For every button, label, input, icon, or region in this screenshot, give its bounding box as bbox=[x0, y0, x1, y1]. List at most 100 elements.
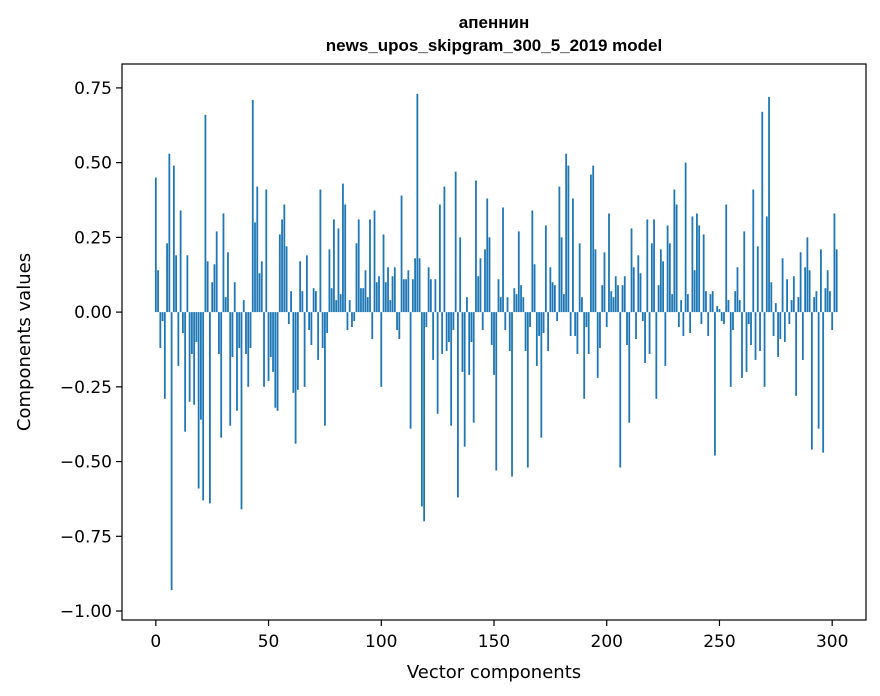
bar-248 bbox=[714, 312, 716, 456]
bar-23 bbox=[206, 261, 209, 313]
bar-100 bbox=[380, 312, 383, 387]
bar-274 bbox=[772, 312, 775, 337]
bar-13 bbox=[184, 312, 187, 432]
bar-198 bbox=[601, 285, 604, 313]
bar-288 bbox=[804, 267, 807, 313]
bar-153 bbox=[499, 297, 502, 313]
bar-119 bbox=[423, 312, 426, 522]
bar-258 bbox=[736, 267, 739, 313]
bar-93 bbox=[364, 270, 367, 313]
bar-58 bbox=[285, 246, 288, 313]
bar-48 bbox=[263, 312, 265, 387]
bar-36 bbox=[236, 312, 238, 411]
bar-214 bbox=[637, 255, 640, 313]
bar-157 bbox=[508, 312, 511, 351]
bar-161 bbox=[517, 231, 520, 313]
bar-113 bbox=[409, 312, 412, 429]
bar-280 bbox=[786, 279, 788, 313]
bar-197 bbox=[599, 312, 601, 348]
bar-273 bbox=[770, 282, 773, 313]
bar-277 bbox=[779, 312, 782, 340]
bar-260 bbox=[741, 312, 743, 378]
bar-87 bbox=[351, 312, 353, 328]
bar-228 bbox=[668, 243, 671, 313]
bar-245 bbox=[707, 312, 710, 337]
bar-140 bbox=[470, 312, 473, 342]
bar-21 bbox=[202, 312, 205, 501]
bar-137 bbox=[463, 312, 466, 447]
bar-239 bbox=[693, 270, 696, 313]
bar-285 bbox=[797, 297, 800, 313]
bar-159 bbox=[513, 288, 516, 313]
bar-264 bbox=[750, 312, 752, 345]
bar-187 bbox=[576, 312, 579, 354]
bar-270 bbox=[763, 312, 766, 387]
bar-230 bbox=[673, 189, 676, 313]
bar-233 bbox=[680, 300, 683, 313]
y-tick-label: −1.00 bbox=[60, 602, 112, 622]
bar-145 bbox=[481, 312, 484, 331]
bar-204 bbox=[614, 276, 617, 313]
bar-236 bbox=[686, 294, 689, 313]
bar-271 bbox=[765, 216, 768, 313]
y-tick-label: −0.25 bbox=[60, 378, 112, 398]
bar-162 bbox=[520, 285, 522, 313]
bar-120 bbox=[425, 312, 428, 328]
bar-265 bbox=[752, 189, 755, 313]
bar-299 bbox=[829, 291, 831, 313]
bar-47 bbox=[260, 261, 263, 313]
bar-108 bbox=[398, 312, 401, 340]
bar-203 bbox=[612, 297, 615, 313]
bar-8 bbox=[172, 165, 175, 313]
bar-66 bbox=[303, 312, 306, 387]
bar-74 bbox=[321, 312, 324, 348]
bar-76 bbox=[326, 312, 329, 334]
bar-65 bbox=[301, 291, 304, 313]
bar-122 bbox=[429, 279, 432, 313]
bar-1 bbox=[157, 270, 159, 313]
bar-300 bbox=[831, 312, 834, 331]
bar-146 bbox=[484, 249, 486, 313]
x-axis-ticks: 0 50 100 150 200 250 300 bbox=[150, 620, 848, 652]
bar-95 bbox=[369, 219, 371, 313]
bar-290 bbox=[808, 270, 811, 313]
x-tick-label: 50 bbox=[258, 632, 280, 652]
x-axis-label: Vector components bbox=[407, 662, 581, 683]
bar-88 bbox=[353, 312, 356, 322]
bar-40 bbox=[245, 312, 247, 354]
bar-257 bbox=[734, 291, 737, 313]
bar-186 bbox=[574, 312, 577, 337]
bar-212 bbox=[632, 267, 635, 313]
bar-238 bbox=[691, 216, 694, 313]
bar-174 bbox=[547, 312, 550, 351]
bar-184 bbox=[569, 312, 572, 337]
bar-220 bbox=[650, 243, 653, 313]
bar-232 bbox=[677, 312, 680, 328]
bar-219 bbox=[648, 312, 651, 354]
bar-158 bbox=[511, 312, 513, 477]
bar-147 bbox=[486, 198, 489, 313]
bar-51 bbox=[269, 312, 272, 357]
bar-series bbox=[154, 93, 838, 591]
bar-206 bbox=[619, 312, 622, 468]
bar-80 bbox=[335, 300, 338, 313]
bar-218 bbox=[646, 219, 649, 313]
bar-217 bbox=[644, 312, 646, 363]
y-axis-ticks: 0.75 0.50 0.25 0.00 −0.25 −0.50 −0.75 −1.00 bbox=[60, 79, 122, 622]
bar-179 bbox=[558, 186, 561, 313]
bar-39 bbox=[242, 300, 245, 313]
bar-25 bbox=[211, 282, 214, 313]
bar-160 bbox=[515, 294, 518, 313]
bar-10 bbox=[177, 312, 180, 366]
bar-185 bbox=[572, 198, 574, 313]
bar-63 bbox=[296, 312, 299, 390]
bar-169 bbox=[535, 312, 538, 366]
bar-129 bbox=[445, 312, 448, 351]
bar-286 bbox=[799, 252, 802, 313]
bar-24 bbox=[209, 312, 211, 504]
bar-123 bbox=[432, 312, 435, 360]
bar-143 bbox=[477, 276, 480, 313]
bar-183 bbox=[567, 165, 570, 313]
bar-292 bbox=[813, 297, 816, 313]
bar-133 bbox=[454, 171, 457, 313]
